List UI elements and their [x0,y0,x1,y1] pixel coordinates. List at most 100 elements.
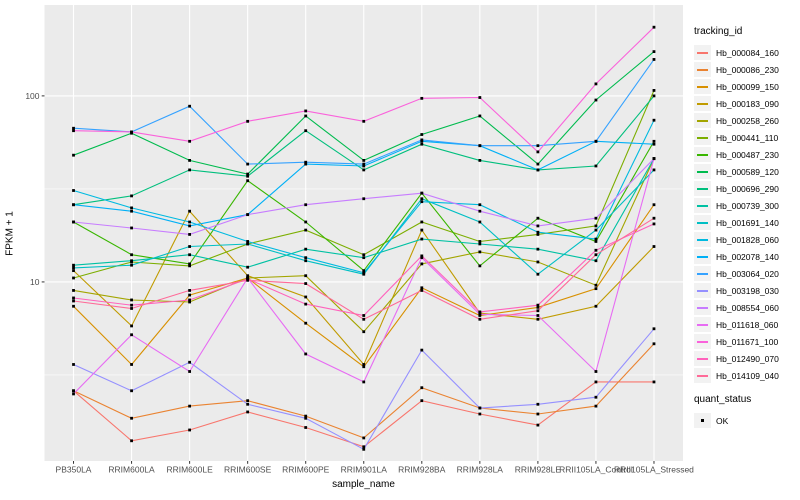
data-point [652,157,656,161]
legend-key-swatch [694,215,711,230]
x-tick-label: RRIM600PE [282,465,330,475]
data-point [478,144,482,148]
data-point [362,269,366,273]
data-point [188,298,192,302]
data-point [362,314,366,317]
data-point [420,191,424,195]
legend-item: Hb_001828_060 [694,231,798,248]
data-point [478,310,482,314]
data-point [188,264,192,268]
data-point [420,133,424,136]
data-point [536,233,540,236]
legend-item: Hb_011671_100 [694,333,798,350]
data-point [536,224,540,228]
data-point [536,144,540,148]
data-point [246,277,250,281]
data-point [188,253,192,257]
legend-key-swatch [694,266,711,281]
data-point [362,119,366,123]
data-point [304,416,308,420]
legend-key-line [697,323,708,326]
legend-key-swatch [694,181,711,196]
data-point [594,283,598,287]
legend-item-label: Hb_000084_160 [716,47,779,58]
data-point [246,172,250,176]
x-tick-label: RRII105LA_Control [559,465,633,475]
data-point [420,139,424,143]
data-point [594,253,598,257]
data-point [652,118,656,122]
data-point [536,305,540,309]
data-point [478,240,482,243]
legend-key-line [697,102,708,105]
legend-item: Hb_000099_150 [694,78,798,95]
quant-status-key-swatch [694,413,711,428]
data-point [420,138,424,142]
legend-item-label: Hb_012490_070 [716,353,779,364]
data-point [72,363,75,366]
data-point [130,363,133,366]
legend-item: Hb_000183_090 [694,95,798,112]
x-tick-label: RRIM600LA [108,465,155,475]
data-point [536,272,540,276]
data-point [594,380,598,384]
legend-item-label: Hb_011618_060 [716,319,779,330]
data-point [652,216,656,220]
data-point [362,380,366,384]
data-point [362,159,366,162]
data-point [362,164,366,168]
quant-status-point-icon [701,419,704,422]
data-point [130,307,133,310]
legend-title: tracking_id [694,26,743,37]
data-point [72,153,75,157]
data-point [420,254,424,258]
data-point [594,404,598,408]
data-point [246,410,250,414]
data-point [420,220,424,224]
data-point [420,286,424,290]
data-point [536,216,540,220]
legend-key-line [697,170,708,173]
data-point [188,428,192,432]
data-point [652,50,656,54]
data-point [362,447,366,451]
legend-key-swatch [694,113,711,128]
data-point [304,295,308,299]
data-point [130,298,133,302]
legend-item: Hb_000258_260 [694,112,798,129]
legend-item-label: Hb_000258_260 [716,115,779,126]
legend-key-line [697,119,708,122]
quant-status-label: OK [716,415,729,426]
legend-key-line [697,238,708,241]
data-point [536,260,540,264]
data-point [420,237,424,241]
data-point [652,222,656,226]
x-tick-label: RRIM600SE [224,465,272,475]
data-point [188,289,192,292]
data-point [246,119,250,123]
data-point [72,266,75,270]
legend-item: Hb_000696_290 [694,180,798,197]
x-tick-label: RRIM928LA [457,465,504,475]
data-point [478,412,482,416]
data-point [478,250,482,254]
legend-item-label: Hb_000589_120 [716,166,779,177]
data-point [130,194,133,198]
data-point [304,321,308,325]
data-point [246,402,250,406]
legend-item-label: Hb_014109_040 [716,370,779,381]
legend-key-swatch [694,147,711,162]
data-point [652,25,656,29]
legend: tracking_id Hb_000084_160 Hb_000086_230 Hb… [694,26,798,429]
legend-item: Hb_014109_040 [694,367,798,384]
legend-key-line [697,187,708,190]
data-point [304,162,308,166]
legend-key-swatch [694,334,711,349]
data-point [188,224,192,228]
data-point [652,89,656,92]
data-point [594,164,598,168]
data-point [362,445,366,449]
legend-item: Hb_000441_110 [694,129,798,146]
data-point [652,342,656,346]
